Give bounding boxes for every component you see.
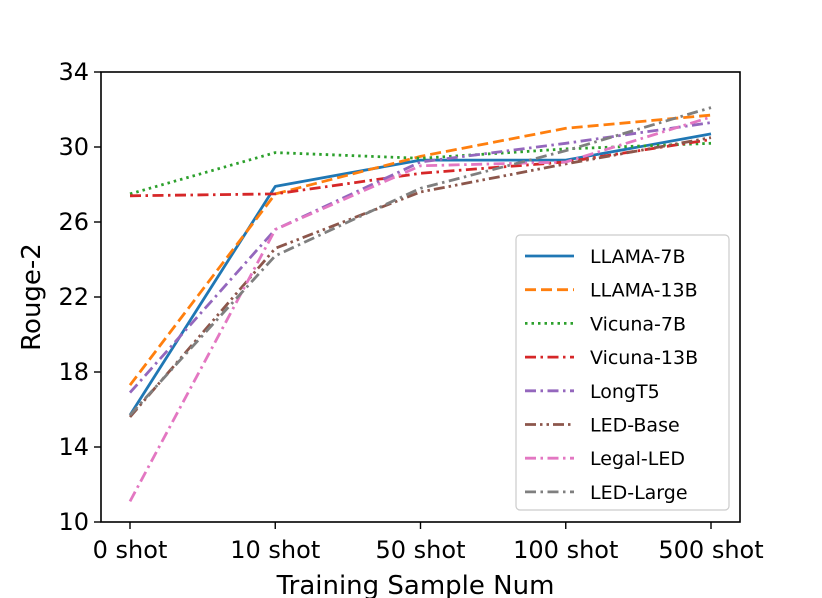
legend-item: LED-Large [525, 482, 688, 504]
legend: LLAMA-7B LLAMA-13B Vicuna-7B Vicuna-13B Long… [515, 234, 730, 511]
plot-frame [100, 71, 741, 523]
y-tick-label: 34 [58, 58, 89, 86]
legend-label: Vicuna-7B [590, 313, 686, 335]
x-axis-label: Training Sample Num [276, 571, 555, 598]
legend-label: LED-Base [590, 415, 680, 437]
x-tick-labels: 0 shot 10 shot 50 shot 100 shot 500 shot [93, 536, 764, 564]
legend-label: LLAMA-7B [590, 246, 686, 268]
y-tick-labels: 10 14 18 22 26 30 34 [58, 58, 89, 536]
x-tick-label: 100 shot [513, 536, 618, 564]
legend-item: LongT5 [525, 381, 660, 403]
y-tick-label: 26 [58, 208, 89, 236]
series-line-led-base [128, 136, 712, 418]
x-tick-label: 50 shot [376, 536, 466, 564]
x-tick-label: 0 shot [93, 536, 168, 564]
series-line-legal-led [128, 115, 712, 503]
series-line-vicuna-13b [129, 138, 712, 198]
legend-label: Vicuna-13B [590, 347, 698, 369]
series-line-llama-13b [128, 113, 712, 386]
legend-label: LLAMA-13B [590, 280, 698, 302]
series-line-led-large [128, 106, 712, 417]
series-line-longt5 [128, 121, 712, 394]
y-tick-label: 14 [58, 433, 89, 461]
tick-marks [94, 71, 712, 529]
legend-item: LLAMA-13B [525, 280, 698, 302]
x-tick-label: 500 shot [658, 536, 763, 564]
legend-label: LED-Large [590, 482, 688, 504]
y-tick-label: 30 [58, 133, 89, 161]
legend-item: Vicuna-7B [525, 313, 686, 335]
legend-item: Vicuna-13B [525, 347, 698, 369]
y-axis-label: Rouge-2 [17, 243, 47, 351]
legend-item: LED-Base [525, 415, 680, 437]
series-lines [128, 106, 712, 503]
legend-box [515, 234, 730, 511]
x-tick-label: 10 shot [230, 536, 320, 564]
legend-item: Legal-LED [525, 448, 685, 470]
y-tick-label: 10 [58, 508, 89, 536]
y-tick-label: 22 [58, 283, 89, 311]
y-tick-label: 18 [58, 358, 89, 386]
legend-label: Legal-LED [590, 448, 685, 470]
legend-label: LongT5 [590, 381, 660, 403]
legend-item: LLAMA-7B [525, 246, 686, 268]
series-line-llama-7b [128, 132, 712, 416]
